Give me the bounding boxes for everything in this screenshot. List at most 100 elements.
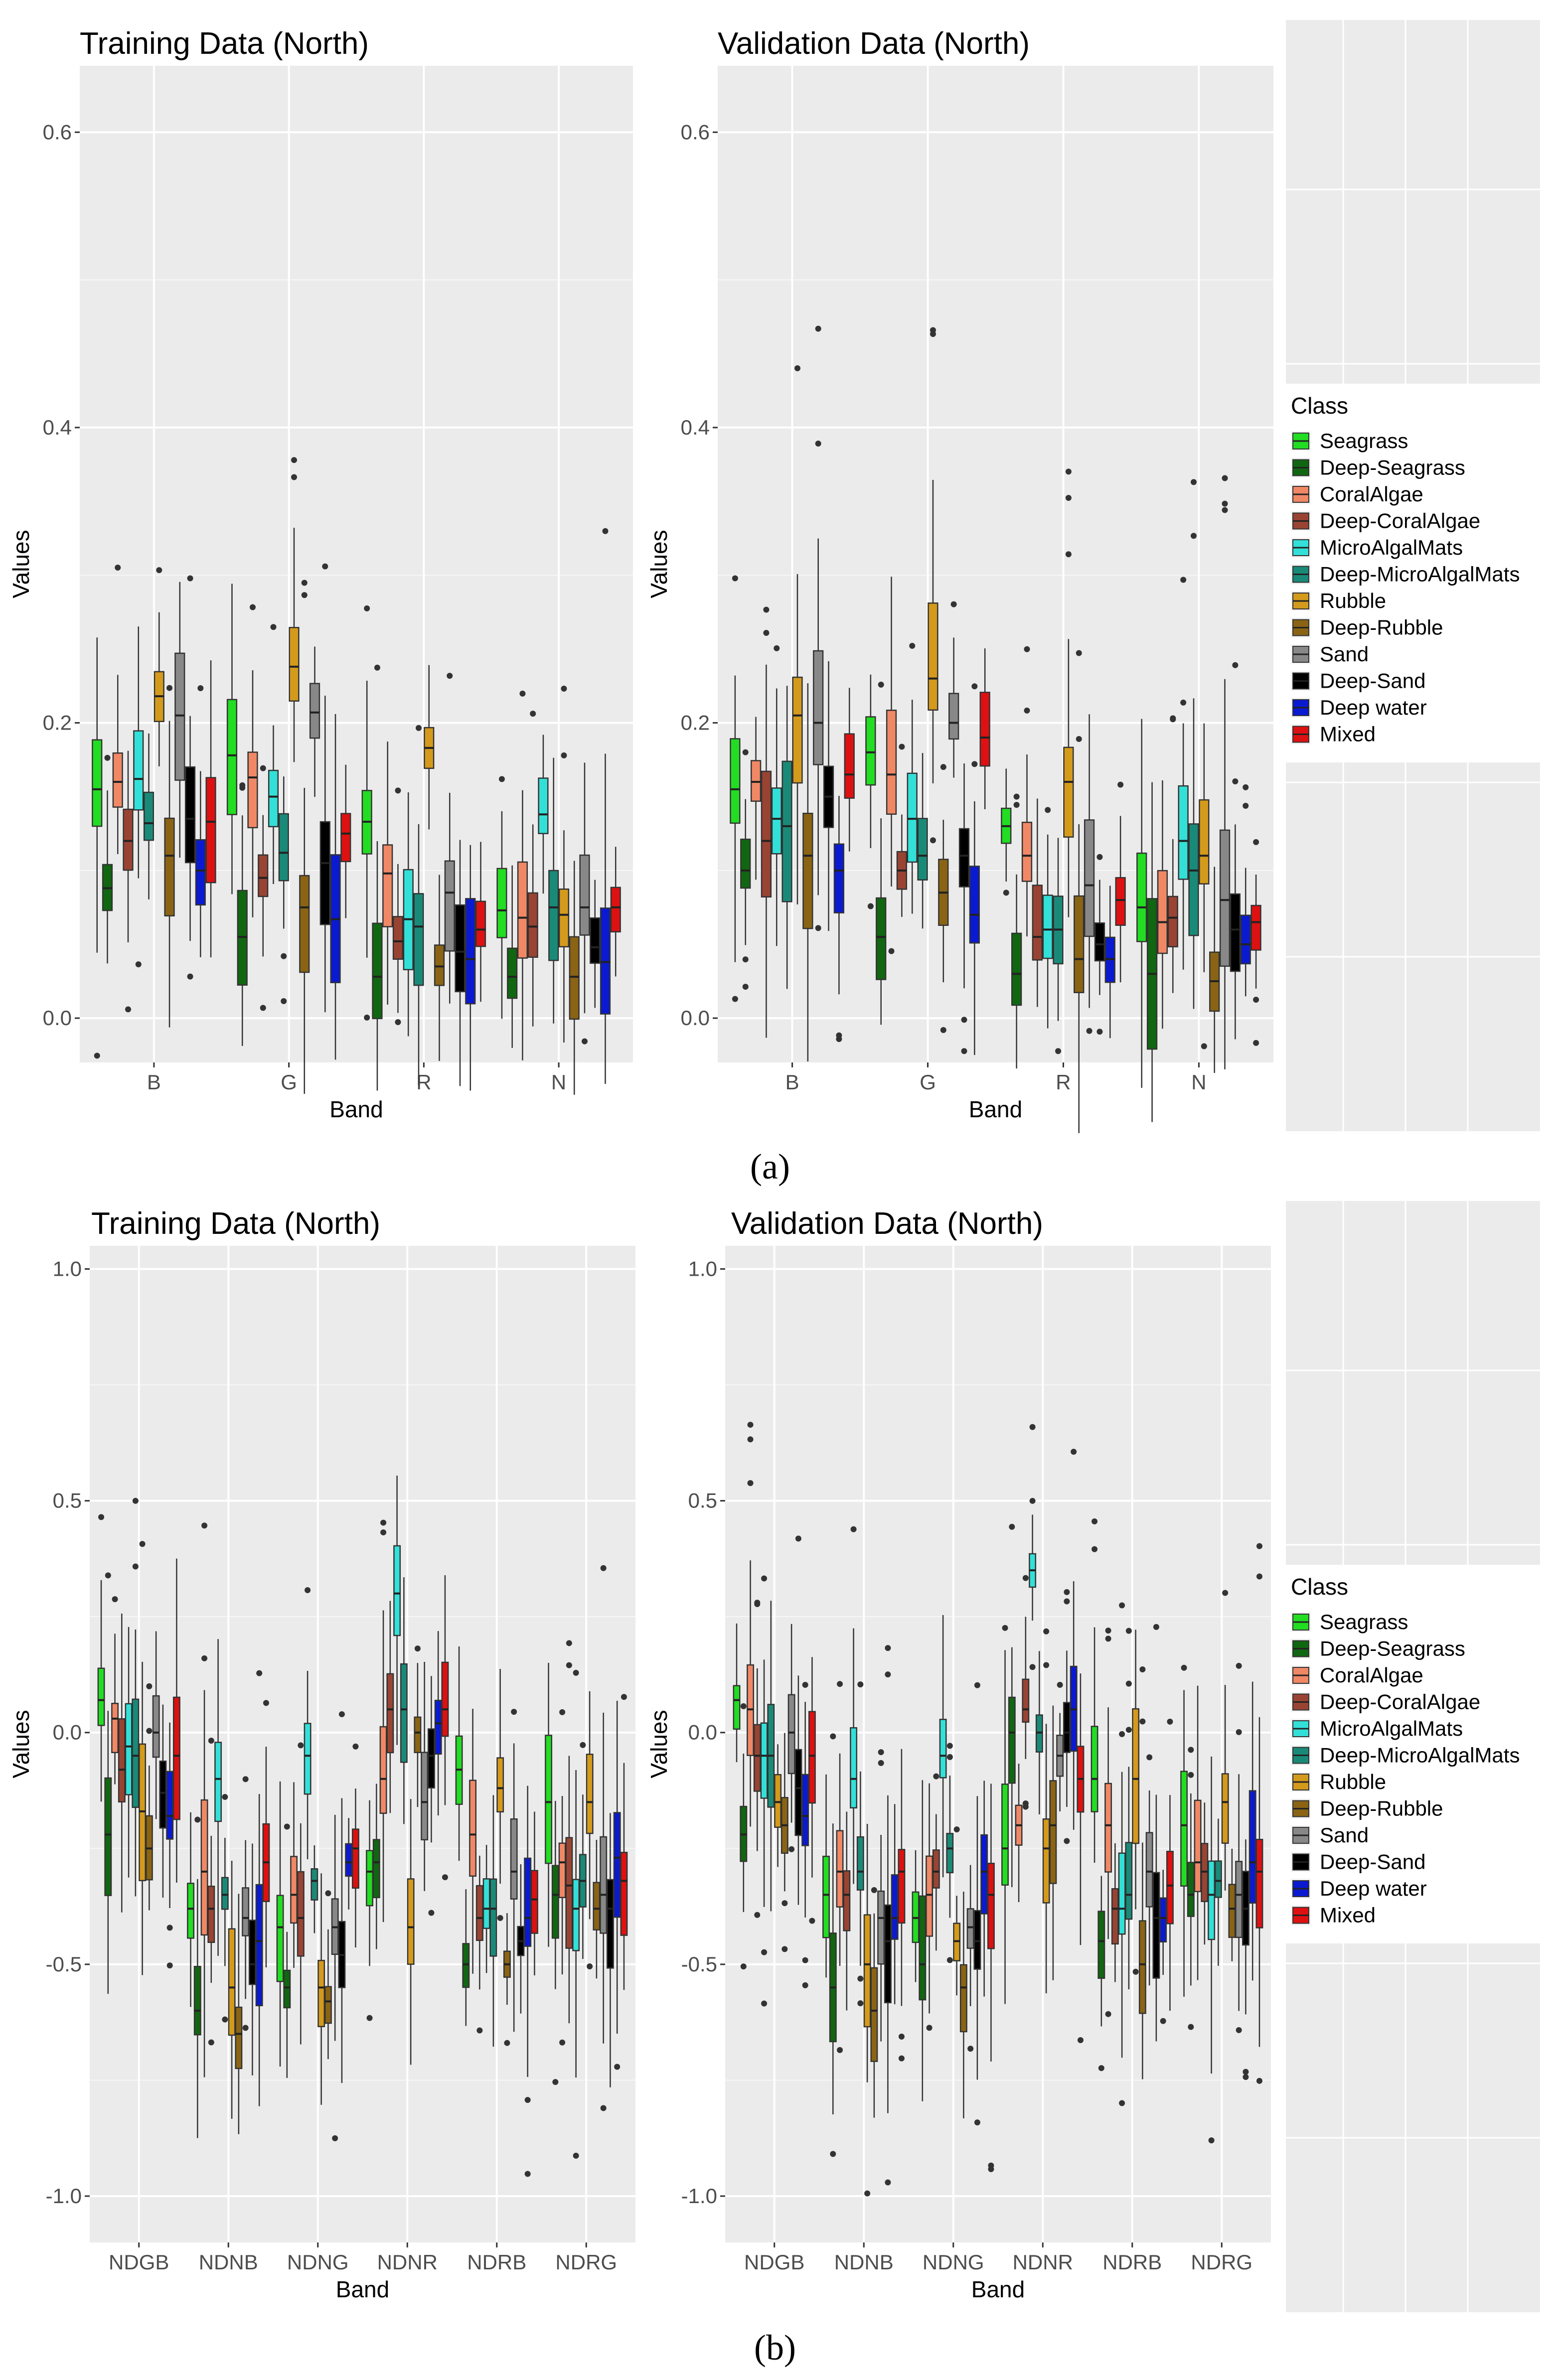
box-body [1248,1790,1256,1904]
box-body [973,1910,981,1970]
outlier-point [1076,650,1082,656]
box-body [558,888,570,948]
box-body [187,1883,194,1939]
outlier-point [98,1514,105,1520]
outlier-point [600,2105,607,2111]
box-deep-seagrass-b [102,754,113,964]
box-deep-microalgalmats-ndnb [856,1681,864,2006]
box-deep-microalgalmats-n [1188,479,1199,1009]
box-body [865,716,876,786]
outlier-point [1091,1518,1098,1524]
outlier-point [946,1957,953,1963]
outlier-point [504,2040,510,2046]
box-deep-rubble-ndrg [593,1839,601,1979]
box-deep-sand-ndgb [159,1704,167,1898]
box-body [299,875,310,973]
outlier-point [940,1027,946,1033]
box-coralalgae-ndnr [1015,1764,1023,1903]
box-body [379,1726,387,1814]
box-deep-coralalgae-ndgb [118,1614,126,1913]
box-body [781,760,792,902]
box-deep-sand-r [1094,854,1105,1035]
box-body [482,1878,490,1929]
box-deep-water-ndnb [891,1804,899,2004]
box-deep-microalgalmats-ndng [311,1845,318,1934]
box-body [958,828,970,888]
box-deep-microalgalmats-ndnb [221,1793,229,2023]
outlier-point [1222,500,1228,507]
box-body [1219,829,1231,967]
box-microalgalmats-ndnr [393,1476,401,1745]
outlier-point [761,1575,768,1582]
legend-label: Sand [1320,1823,1369,1847]
outlier-point [878,681,884,688]
box-rubble-ndgb [139,1541,147,1975]
box-body [586,1754,594,1834]
x-tick-label: NDNG [287,2250,349,2274]
box-body [1001,1784,1009,1886]
outlier-point [146,1728,153,1734]
box-body [1221,1773,1229,1844]
box-deep-rubble-g [299,580,310,1094]
outlier-point [1119,2100,1125,2106]
x-tick-label: NDNG [923,2250,984,2274]
outlier-point [1243,2074,1249,2081]
box-body [1011,932,1022,1006]
outlier-point [967,2046,974,2052]
box-body [1214,1860,1222,1898]
legend-label: CoralAlgae [1320,1663,1423,1687]
outlier-point [242,1776,249,1783]
legend-label: Rubble [1320,589,1386,612]
box-deep-water-ndnr [434,1631,442,1816]
outlier-point [1125,1628,1132,1634]
box-body [1094,922,1105,962]
box-body [877,1890,885,1965]
box-body [600,1836,608,1934]
box-body [228,1928,236,2036]
box-seagrass-n [1136,719,1147,1088]
outlier-point [930,837,936,844]
outlier-point [573,1669,579,1676]
outlier-point [953,1826,960,1833]
outlier-point [850,1526,857,1532]
box-rubble-ndrb [496,1669,504,1921]
outlier-point [795,1535,801,1542]
box-deep-coralalgae-ndnr [386,1601,394,1813]
outlier-point [763,606,770,613]
outlier-point [971,761,978,767]
outlier-point [988,2162,994,2169]
box-rubble-ndgb [774,1744,782,1867]
box-deep-sand-ndrb [517,1864,525,2014]
outlier-point [1232,662,1239,668]
box-body [111,1703,119,1754]
box-deep-water-g [330,714,341,1060]
legend-item: Deep-Rubble [1291,616,1443,639]
box-deep-microalgalmats-ndnr [1035,1651,1043,1815]
box-body [590,917,601,964]
box-body [393,1545,401,1636]
box-body [1090,1726,1098,1812]
box-deep-seagrass-ndrb [462,1889,470,2026]
legend-label: Sand [1320,642,1369,666]
box-body [1178,785,1189,880]
box-sand-ndgb [787,1624,795,1852]
box-sand-b [174,582,185,858]
x-tick-label: NDRG [1191,2250,1252,2274]
box-coralalgae-ndrb [469,1709,477,1974]
box-body [1255,1838,1263,1929]
plot-background [90,1246,635,2242]
box-deep-coralalgae-g [896,744,908,917]
box-body [166,1771,174,1840]
box-body [123,808,134,871]
box-sand-n [579,762,590,1044]
legend-label: MicroAlgalMats [1320,536,1463,559]
outlier-point [519,690,526,697]
outlier-point [1105,1628,1111,1634]
outlier-point [1013,793,1020,800]
box-body [125,1703,133,1795]
outlier-point [1013,802,1020,808]
outlier-point [201,1655,208,1661]
outlier-point [338,1711,345,1717]
box-rubble-ndng [317,1873,325,2105]
legend-item: Rubble [1291,589,1386,612]
